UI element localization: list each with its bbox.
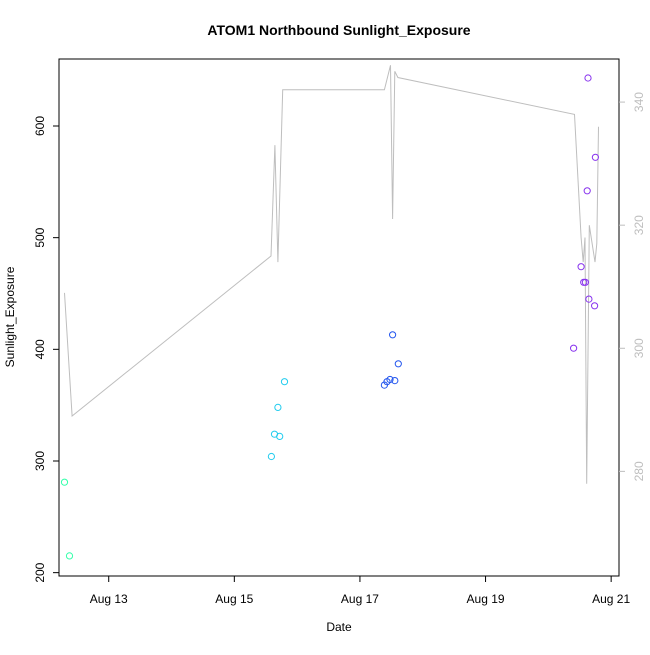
y2-tick-label: 320 (632, 215, 646, 235)
x-tick-label: Aug 13 (90, 592, 128, 606)
plot-frame (58, 58, 620, 577)
scatter-point (394, 360, 402, 368)
scatter-point (276, 432, 284, 440)
x-axis: Aug 13 Aug 15 Aug 17 Aug 19 Aug 21 (90, 576, 630, 606)
scatter-point (581, 278, 590, 286)
scatter-point (591, 302, 599, 310)
y-tick-label: 600 (33, 116, 47, 136)
y-axis-left: 200 300 400 500 600 (33, 116, 59, 583)
y2-tick-label: 300 (632, 338, 646, 358)
scatter-point (60, 478, 69, 486)
scatter-point (584, 74, 592, 82)
scatter-point (386, 375, 394, 384)
scatter-point (389, 331, 397, 339)
y-tick-label: 500 (33, 227, 47, 247)
x-tick-label: Aug 21 (592, 592, 630, 606)
y-tick-label: 400 (33, 339, 47, 359)
y-axis-right: 280 300 320 340 (619, 92, 646, 481)
y2-tick-label: 280 (632, 461, 646, 481)
x-axis-label: Date (326, 620, 352, 634)
scatter-point (65, 552, 74, 560)
x-tick-label: Aug 19 (467, 592, 505, 606)
scatter-point (274, 403, 282, 411)
y-tick-label: 300 (33, 451, 47, 471)
scatter-point (591, 153, 600, 161)
chart-title: ATOM1 Northbound Sunlight_Exposure (207, 22, 470, 38)
scatter-point (577, 263, 585, 271)
series-line (64, 65, 599, 484)
scatter-point (583, 187, 591, 195)
scatter-point (267, 452, 275, 461)
scatter-point (391, 377, 399, 385)
scatter-point (570, 344, 578, 352)
x-tick-label: Aug 15 (215, 592, 253, 606)
scatter-point (585, 295, 593, 303)
line-series (64, 65, 599, 484)
y-tick-label: 200 (33, 562, 47, 582)
y2-tick-label: 340 (632, 92, 646, 112)
y-axis-label: Sunlight_Exposure (3, 266, 17, 367)
x-tick-label: Aug 17 (341, 592, 379, 606)
scatter-series (60, 74, 600, 560)
scatter-point (280, 378, 289, 386)
